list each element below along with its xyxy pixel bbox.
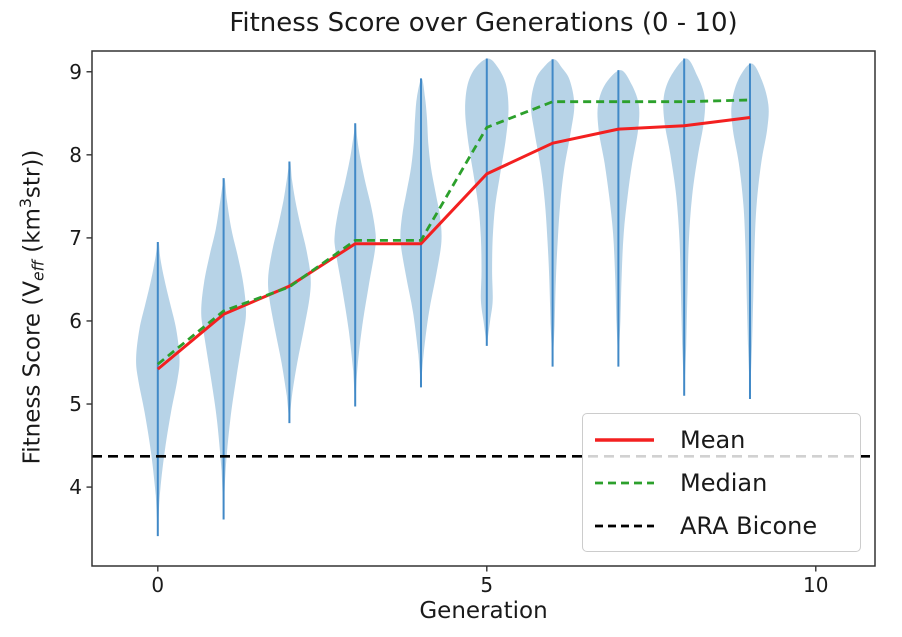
y-tick-label: 9 xyxy=(69,60,82,84)
ara-bicone-line-swatch xyxy=(595,524,654,527)
legend-label-median: Median xyxy=(680,468,768,497)
x-tick-label: 10 xyxy=(803,573,828,597)
y-tick-label: 6 xyxy=(69,309,82,333)
legend-item-ara-bicone: ARA Bicone xyxy=(593,512,860,540)
x-tick-label: 0 xyxy=(151,573,164,597)
legend-item-median: Median xyxy=(593,469,860,497)
y-tick-label: 7 xyxy=(69,226,82,250)
y-tick-label: 5 xyxy=(69,392,82,416)
y-tick-label: 8 xyxy=(69,143,82,167)
legend: Mean Median ARA Bicone xyxy=(582,413,861,552)
mean-line-swatch xyxy=(595,437,654,442)
median-line-swatch xyxy=(595,481,654,484)
x-tick-label: 5 xyxy=(480,573,493,597)
legend-label-ara-bicone: ARA Bicone xyxy=(680,511,818,540)
median-line xyxy=(156,98,751,366)
mean-line xyxy=(156,116,751,371)
y-tick-label: 4 xyxy=(69,475,82,499)
plot-border xyxy=(91,50,876,567)
legend-label-mean: Mean xyxy=(680,425,746,454)
y-axis-label: Fitness Score (Veff (km3str)) xyxy=(16,149,48,465)
chart-title: Fitness Score over Generations (0 - 10) xyxy=(229,8,738,38)
x-axis-label: Generation xyxy=(419,598,548,624)
legend-item-mean: Mean xyxy=(593,426,860,454)
